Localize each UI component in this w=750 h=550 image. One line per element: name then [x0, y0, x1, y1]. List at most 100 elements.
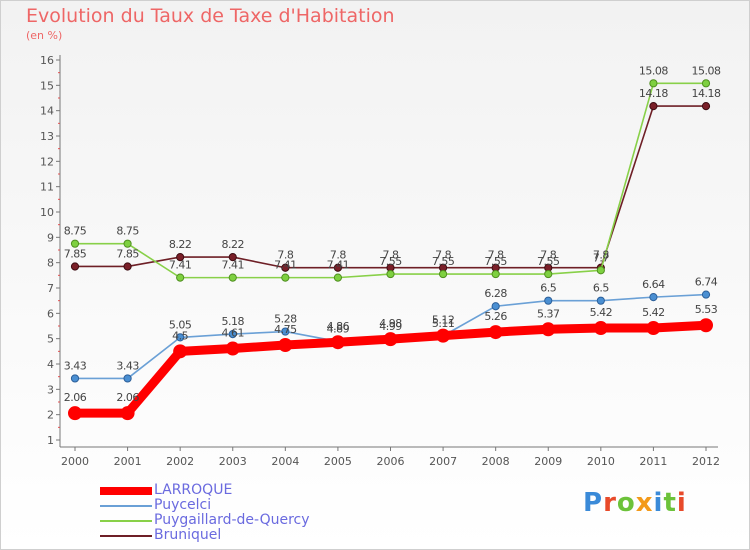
legend-swatch [100, 520, 152, 522]
data-label: 7.41 [169, 259, 192, 272]
data-label: 7.8 [435, 249, 451, 262]
y-tick-label: 16 [40, 54, 54, 67]
data-label: 5.53 [695, 303, 718, 316]
data-point [120, 406, 135, 421]
data-label: 7.85 [116, 247, 139, 260]
data-point [176, 252, 185, 262]
data-label: 6.28 [484, 287, 507, 300]
y-tick-label: 11 [40, 181, 54, 194]
data-point [649, 293, 658, 302]
data-label: 8.75 [116, 225, 139, 238]
data-label: 7.55 [432, 255, 455, 268]
data-point [228, 330, 237, 339]
legend-swatch [100, 505, 152, 507]
x-tick-label: 2011 [639, 455, 667, 468]
data-label: 5.26 [484, 310, 507, 323]
x-tick-label: 2006 [377, 455, 405, 468]
data-label: 4.61 [222, 327, 245, 340]
y-tick-label: 15 [40, 79, 54, 92]
data-label: 4.5 [172, 329, 188, 342]
data-point [123, 374, 132, 383]
data-point [70, 239, 80, 248]
data-point [701, 290, 711, 299]
data-label: 14.18 [639, 87, 668, 100]
data-label: 8.75 [64, 225, 87, 238]
data-point [176, 273, 185, 282]
data-label: 4.98 [379, 317, 402, 330]
data-label: 7.8 [593, 249, 609, 262]
data-point [596, 266, 605, 275]
chart-title: Evolution du Taux de Taxe d'Habitation [26, 5, 395, 27]
data-label: 5.42 [590, 306, 613, 319]
data-label: 6.64 [642, 278, 665, 291]
data-point [701, 79, 711, 88]
data-point [436, 328, 451, 343]
data-point [596, 296, 605, 305]
brand-logo: Proxiti [583, 488, 687, 518]
y-tick-label: 1 [47, 434, 54, 447]
x-tick-label: 2003 [219, 455, 247, 468]
data-label: 7.8 [330, 249, 346, 262]
data-label: 7.8 [540, 249, 556, 262]
y-tick-label: 7 [47, 282, 54, 295]
data-label: 15.08 [692, 64, 721, 77]
data-label: 4.89 [327, 322, 350, 335]
data-label: 4.86 [327, 320, 350, 333]
data-point [333, 263, 343, 272]
data-label: 7.55 [537, 255, 560, 268]
data-label: 7.55 [484, 255, 507, 268]
y-tick-label: 4 [47, 358, 54, 371]
data-point [278, 338, 293, 352]
data-label: 5.42 [642, 306, 665, 319]
data-point [491, 302, 500, 311]
data-point [70, 262, 80, 271]
data-label: 5.12 [432, 314, 455, 327]
legend-label: Bruniquel [154, 527, 222, 543]
data-point [383, 332, 398, 347]
y-tick-label: 8 [47, 257, 54, 270]
data-label: 5.05 [169, 318, 192, 331]
data-label: 5.18 [222, 315, 245, 328]
data-label: 15.08 [639, 64, 668, 77]
data-label: 5.28 [274, 313, 297, 326]
data-label: 6.5 [593, 282, 609, 295]
data-label: 7.41 [327, 259, 350, 272]
x-tick-label: 2010 [587, 455, 615, 468]
data-point [123, 239, 132, 248]
data-label: 7.55 [379, 255, 402, 268]
data-label: 7.85 [64, 247, 87, 260]
data-label: 7.8 [277, 249, 293, 262]
data-label: 3.43 [116, 359, 139, 372]
legend-swatch [100, 487, 152, 495]
legend-label: Puygaillard-de-Quercy [154, 512, 310, 528]
data-label: 4.75 [274, 323, 297, 336]
data-point [281, 273, 290, 282]
x-tick-label: 2012 [692, 455, 720, 468]
data-point [544, 296, 553, 305]
data-point [228, 252, 237, 262]
y-tick-label: 12 [40, 155, 54, 168]
data-point [330, 335, 345, 350]
x-tick-label: 2002 [166, 455, 194, 468]
data-label: 7.41 [222, 259, 245, 272]
y-tick-label: 9 [47, 231, 54, 244]
legend-label: Puycelci [154, 497, 212, 513]
data-label: 2.06 [64, 391, 87, 404]
data-label: 8.22 [169, 238, 192, 251]
data-point [386, 269, 395, 279]
x-tick-label: 2001 [114, 455, 142, 468]
data-point [281, 327, 290, 336]
data-point [544, 269, 553, 279]
data-label: 3.43 [64, 359, 87, 372]
data-label: 7.41 [274, 259, 297, 272]
data-label: 4.99 [379, 320, 402, 333]
data-label: 2.06 [116, 391, 139, 404]
data-label: 6.5 [540, 282, 556, 295]
data-label: 7.8 [488, 249, 504, 262]
data-point [646, 321, 661, 336]
x-tick-label: 2004 [271, 455, 299, 468]
y-tick-label: 2 [47, 409, 54, 422]
x-tick-label: 2000 [61, 455, 89, 468]
x-tick-label: 2005 [324, 455, 352, 468]
